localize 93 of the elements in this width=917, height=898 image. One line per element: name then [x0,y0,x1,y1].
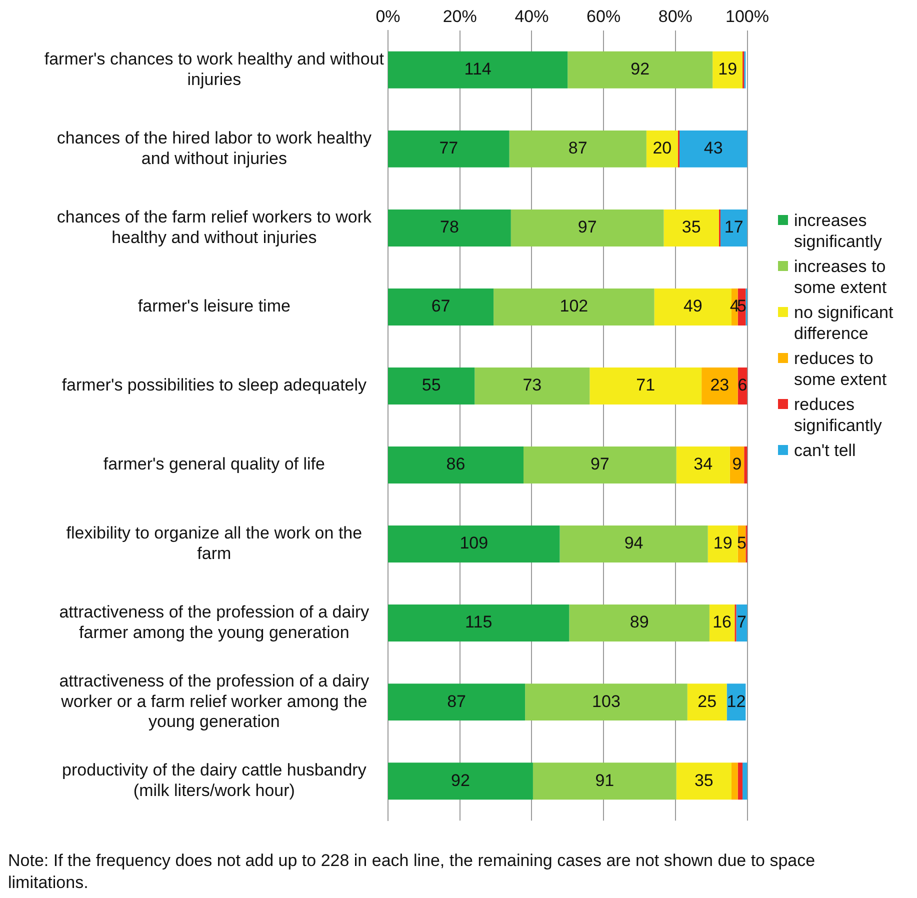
x2-tick-label: 40% [514,6,549,26]
data-label: 73 [522,376,542,395]
x2-tick-label: 0% [376,6,400,26]
y-tick-label: farmer's chances to work healthy and without injuries [44,49,384,89]
bar [687,684,727,721]
bar [524,446,676,484]
text: Note: If the frequency does not add up to 228 in each line, the remaining cases are not shown due to space limitations. [8,850,816,894]
data-label: 43 [704,138,723,158]
bar [720,209,748,246]
data-label: 77 [439,138,458,158]
data-label: 97 [578,218,597,237]
data-label: 23 [710,376,730,395]
data-label: 87 [447,692,466,711]
y-tick-label: productivity of the dairy cattle husbandry (milk liters/work hour) [62,760,367,800]
y-tick-label: farmer's general quality of life [103,454,325,474]
data-label: 94 [624,534,644,553]
data-label: 49 [683,296,702,316]
bar [708,526,738,563]
data-label: 17 [724,218,744,237]
bar [732,762,738,800]
x2-tick-label: 60% [586,6,621,26]
bar [568,51,713,88]
data-label: 7 [737,612,746,632]
data-label: 19 [713,534,732,553]
bar [388,526,560,563]
bar [388,209,511,246]
data-label: 103 [592,692,620,711]
data-label: 35 [682,218,701,237]
x2-tick-label: 80% [658,6,692,26]
bar [525,684,688,721]
data-label: 9 [732,454,742,474]
bar [560,526,708,563]
data-label: 89 [630,612,649,632]
bar [388,684,526,721]
data-label: 67 [431,296,450,316]
data-label: 92 [451,770,470,790]
bar [388,446,524,484]
data-label: 71 [636,376,656,395]
data-label: 12 [726,692,746,711]
y-tick-label: attractiveness of the profession of a dairy farmer among the young generation [59,602,370,642]
data-label: 86 [446,454,466,474]
data-label: 19 [718,60,738,79]
x2-tick-label: 100% [726,6,769,26]
data-label: 6 [738,376,748,395]
bar [680,130,748,168]
data-label: 78 [440,218,459,237]
bar [509,130,646,168]
data-label: 34 [694,454,713,474]
bar [494,288,654,326]
data-label: 25 [698,692,717,711]
bar [590,368,702,404]
bar [474,368,590,404]
data-label: 114 [464,60,492,79]
bar [676,446,730,484]
bar [388,762,533,800]
bar [532,762,676,800]
bar [664,209,719,246]
bar [736,604,748,642]
data-label: 16 [712,612,732,632]
y-tick-label: chances of the hired labor to work healthy and without injuries [56,128,372,168]
y-tick-label: attractiveness of the profession of a dairy worker or a farm relief worker among the young generation [59,671,370,732]
data-label: 5 [737,534,746,553]
bar [388,130,510,168]
x2-tick-label: 20% [442,6,477,26]
data-label: 91 [595,770,614,790]
bar [569,604,710,642]
bar [646,130,678,168]
y-tick-label: farmer's possibilities to sleep adequately [62,376,368,395]
bar [702,368,738,404]
data-label: 35 [694,770,714,790]
data-label: 20 [652,138,672,158]
bar [388,604,570,642]
y-tick-label: flexibility to organize all the work on the farm [66,524,362,563]
data-label: 87 [568,138,588,158]
data-label: 92 [630,60,650,79]
data-label: 115 [465,612,492,632]
data-label: 109 [460,534,488,553]
data-label: 102 [560,296,588,316]
bar [712,51,743,88]
data-label: 97 [590,454,610,474]
bar [742,762,748,800]
bar [744,446,748,484]
bar [510,209,664,246]
bar [654,288,732,326]
data-label: 55 [422,376,441,395]
bar [388,288,494,326]
y-tick-label: farmer's leisure time [138,296,290,316]
bar [738,762,743,800]
bar [388,51,568,88]
bar [676,762,732,800]
legend-label: can't tell [794,440,856,461]
bar [388,368,475,404]
y-tick-label: chances of the farm relief workers to work healthy and without injuries [56,207,372,247]
